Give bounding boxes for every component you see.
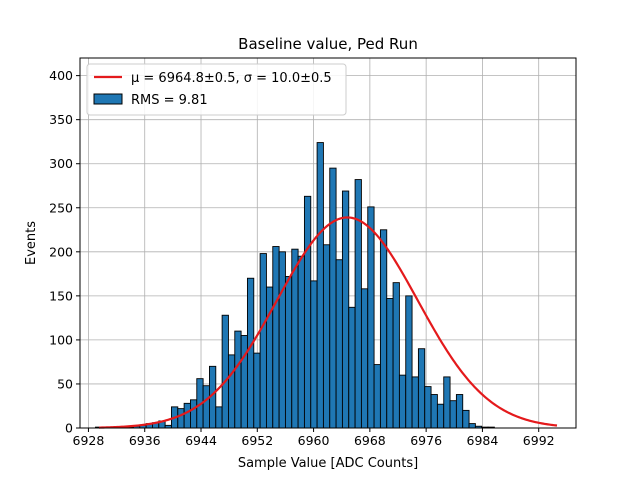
histogram-bar	[234, 330, 242, 429]
histogram-bar	[335, 259, 343, 429]
histogram-bar	[272, 246, 280, 429]
histogram-bar	[341, 190, 350, 429]
y-tick-label: 250	[49, 200, 73, 215]
y-tick-label: 350	[49, 112, 73, 127]
y-tick-label: 300	[49, 156, 73, 171]
x-tick-label: 6952	[241, 433, 273, 448]
histogram-bar	[430, 394, 438, 429]
histogram-bar	[443, 376, 451, 429]
histogram-bar	[354, 179, 362, 429]
histogram-bar	[424, 386, 432, 429]
y-tick-label: 200	[49, 244, 73, 259]
x-tick-label: 6944	[185, 433, 217, 448]
histogram-bar	[367, 206, 375, 429]
y-tick-label: 400	[49, 68, 73, 83]
histogram-bar	[183, 402, 191, 429]
y-tick-label: 0	[65, 421, 73, 436]
histogram-bar	[215, 406, 223, 429]
histogram-bar	[392, 282, 400, 429]
histogram-bar	[405, 295, 413, 429]
gaussian-fit-curve	[98, 216, 558, 429]
histogram-bar	[291, 248, 299, 429]
histogram-bar	[411, 376, 419, 429]
legend-histogram-swatch	[93, 93, 123, 105]
y-axis-label: Events	[24, 221, 39, 265]
y-tick-label: 50	[57, 376, 73, 391]
histogram-bar	[284, 276, 293, 429]
histogram-bar	[455, 394, 464, 429]
x-tick-label: 6936	[129, 433, 161, 448]
histogram-bar	[297, 255, 305, 429]
histogram-bar	[303, 195, 312, 429]
histogram-bar	[227, 354, 236, 429]
histogram-bar	[253, 352, 261, 429]
histogram-bar	[417, 348, 426, 429]
y-tick-label: 150	[49, 288, 73, 303]
histogram-bar	[348, 306, 356, 429]
x-axis-label: Sample Value [ADC Counts]	[238, 456, 418, 471]
histogram-bar	[177, 408, 185, 429]
histogram-bar	[221, 314, 229, 429]
histogram-bar	[240, 335, 248, 429]
plot-frame	[79, 57, 577, 429]
histogram-bar	[398, 374, 407, 429]
histogram-bar	[329, 167, 337, 429]
y-axis-ticks: 0 50 100 150 200 250 300 350 400	[49, 68, 80, 436]
x-tick-label: 6960	[298, 433, 330, 448]
histogram-bar	[259, 253, 267, 429]
histogram-bar	[202, 385, 210, 429]
histogram-bar	[373, 364, 381, 429]
legend-fit-label: μ = 6964.8±0.5, σ = 10.0±0.5	[131, 71, 332, 86]
x-axis-ticks: 6928 6936 6944 6952 6960 6968 6976 6984 6992	[73, 428, 555, 448]
histogram-bar	[190, 399, 198, 429]
y-tick-label: 100	[49, 332, 73, 347]
legend-histogram-label: RMS = 9.81	[131, 93, 208, 108]
histogram-bar	[310, 280, 318, 429]
histogram-bar	[468, 423, 476, 429]
legend-box	[86, 63, 347, 116]
x-tick-label: 6976	[410, 433, 442, 448]
x-tick-label: 6984	[467, 433, 499, 448]
chart-title: Baseline value, Ped Run	[238, 35, 418, 53]
histogram-bar	[316, 142, 324, 429]
legend: μ = 6964.8±0.5, σ = 10.0±0.5 RMS = 9.81	[86, 63, 347, 116]
histogram-bar	[322, 244, 331, 429]
x-tick-label: 6928	[73, 433, 105, 448]
histogram-bar	[436, 403, 445, 429]
histogram-bar	[278, 251, 286, 429]
histogram-bar	[246, 277, 255, 429]
histogram-bar	[379, 229, 388, 429]
x-tick-label: 6968	[354, 433, 386, 448]
histogram-bar	[360, 288, 369, 429]
histogram-bar	[462, 409, 470, 429]
x-tick-label: 6992	[523, 433, 555, 448]
histogram-bar	[386, 298, 394, 429]
histogram-bar	[449, 400, 457, 429]
histogram-bars	[95, 142, 495, 429]
